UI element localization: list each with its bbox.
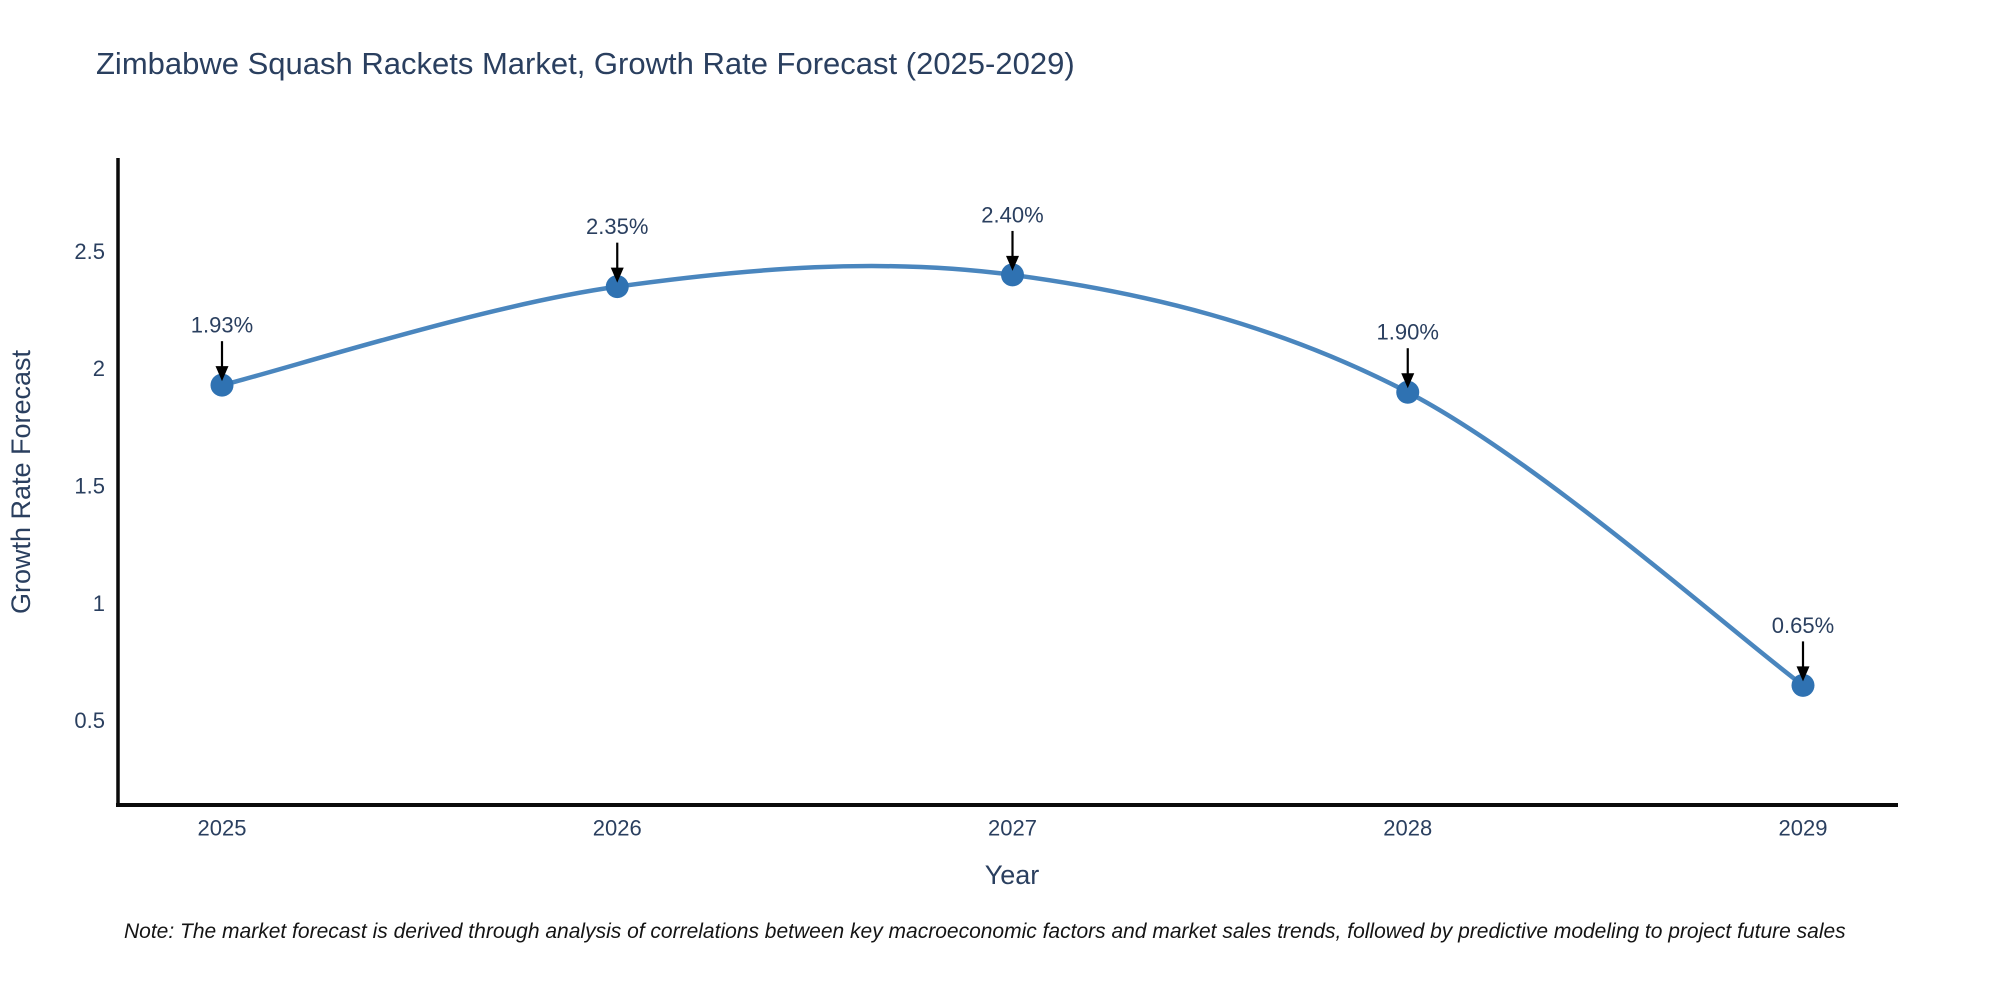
data-point-label: 2.35%	[586, 214, 648, 239]
chart-title: Zimbabwe Squash Rackets Market, Growth R…	[96, 46, 1075, 81]
y-tick-label: 2.5	[74, 239, 105, 264]
data-point-label: 1.90%	[1377, 320, 1439, 345]
x-tick-label: 2025	[198, 816, 247, 841]
data-point-2025[interactable]	[210, 373, 234, 397]
forecast-methodology-note: Note: The market forecast is derived thr…	[124, 920, 1846, 943]
y-tick-label: 1.5	[74, 474, 105, 499]
y-axis-title: Growth Rate Forecast	[6, 349, 36, 614]
data-point-label: 1.93%	[191, 313, 253, 338]
y-tick-label: 2	[93, 356, 105, 381]
data-point-label: 0.65%	[1772, 613, 1834, 638]
annotation-arrowhead-icon	[610, 267, 624, 283]
annotation-layer: 1.93% 2.35% 2.40% 1.90% 0.65%	[191, 202, 1834, 682]
x-tick-label: 2026	[593, 816, 642, 841]
x-tick-labels: 2025 2026 2027 2028 2029	[198, 816, 1828, 841]
y-tick-labels: 0.5 1 1.5 2 2.5	[74, 239, 105, 733]
x-tick-label: 2028	[1383, 816, 1432, 841]
growth-rate-line	[219, 263, 1806, 688]
data-point-2028[interactable]	[1396, 380, 1420, 404]
data-point-2027[interactable]	[1001, 263, 1024, 287]
data-point-2026[interactable]	[605, 275, 629, 299]
data-point-2029[interactable]	[1791, 673, 1815, 697]
data-point-label: 2.40%	[981, 202, 1043, 227]
x-axis-title: Year	[985, 860, 1040, 890]
annotation-arrowhead-icon	[1796, 666, 1810, 682]
annotation-arrowhead-icon	[1006, 255, 1019, 271]
series-layer	[219, 263, 1806, 688]
annotation-arrowhead-icon	[1401, 373, 1415, 389]
marker-layer	[210, 263, 1815, 697]
annotation-arrowhead-icon	[215, 366, 229, 382]
x-tick-label: 2027	[988, 816, 1037, 841]
y-tick-label: 0.5	[74, 708, 105, 733]
y-tick-label: 1	[93, 591, 105, 616]
x-tick-label: 2029	[1779, 816, 1828, 841]
